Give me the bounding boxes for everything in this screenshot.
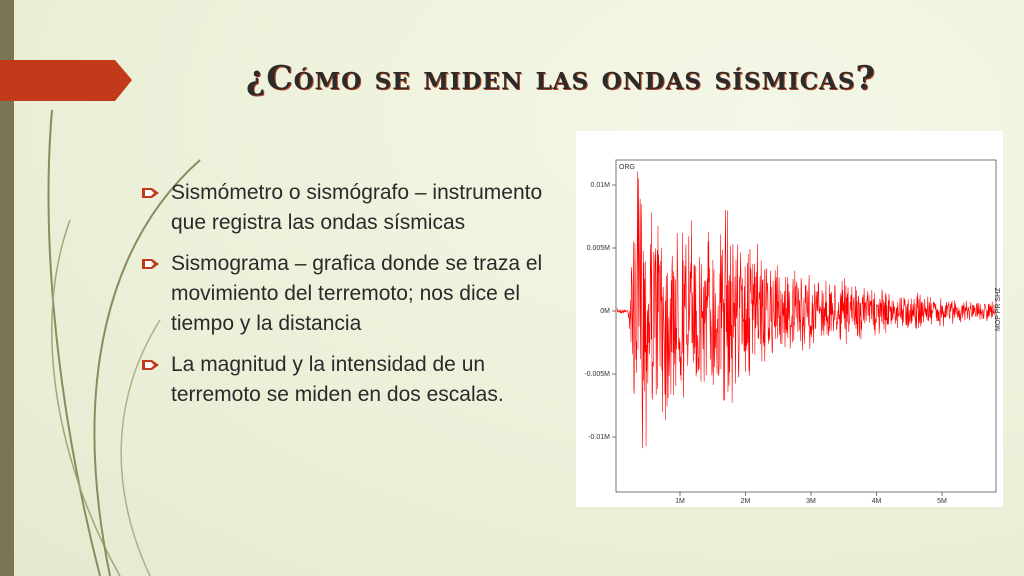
- x-tick-label: 2M: [741, 498, 751, 505]
- bullet-icon: [142, 188, 159, 198]
- x-tick-label: 4M: [872, 498, 882, 505]
- y-tick-label: -0.005M: [584, 371, 610, 378]
- title: ¿Cómo se miden las ondas sísmicas?: [246, 58, 876, 97]
- y-tick-label: 0.005M: [587, 245, 611, 252]
- bullet-list: Sismómetro o sismógrafo – instrumento qu…: [140, 178, 570, 421]
- station-label: MOP PR SHZ: [995, 287, 1002, 331]
- y-tick-label: 0.01M: [591, 182, 611, 189]
- bullet-text: Sismómetro o sismógrafo – instrumento qu…: [171, 181, 543, 234]
- bullet-icon: [142, 360, 159, 370]
- bullet: Sismómetro o sismógrafo – instrumento qu…: [140, 178, 566, 238]
- plot-label: ORG: [619, 164, 635, 171]
- x-tick-label: 3M: [806, 498, 816, 505]
- bullet-text: Sismograma – grafica donde se traza el m…: [171, 252, 543, 335]
- bullet-text: La magnitud y la intensidad de un terrem…: [171, 353, 504, 406]
- x-tick-label: 1M: [675, 498, 685, 505]
- bullet: Sismograma – grafica donde se traza el m…: [140, 249, 566, 339]
- seismogram-plot: ORG MOP PR SHZ 0.01M 0.005M 0M -0.005M -0.01…: [584, 159, 1002, 505]
- bullet-icon: [142, 259, 159, 269]
- y-tick-label: -0.01M: [588, 434, 610, 441]
- seismogram: ORG MOP PR SHZ 0.01M 0.005M 0M -0.005M -0.01…: [576, 131, 1003, 507]
- decoration: [0, 0, 201, 576]
- y-tick-label: 0M: [600, 308, 610, 315]
- waveform: [616, 171, 995, 449]
- x-tick-label: 5M: [937, 498, 947, 505]
- bullet: La magnitud y la intensidad de un terrem…: [140, 350, 566, 410]
